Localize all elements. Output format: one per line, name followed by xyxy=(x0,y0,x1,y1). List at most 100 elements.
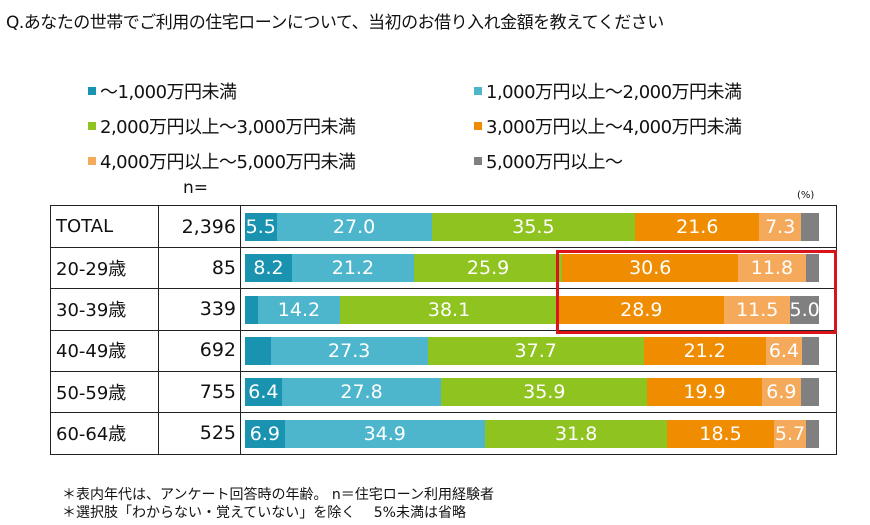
n-value: 692 xyxy=(159,329,241,371)
n-value: 85 xyxy=(159,247,241,289)
data-label: 11.5 xyxy=(736,298,779,321)
bar-segment: 6.4 xyxy=(245,378,282,407)
legend-label: 4,000万円以上～5,000万円未満 xyxy=(100,152,356,173)
data-label: 27.8 xyxy=(340,381,383,404)
legend-item: 5,000万円以上～ xyxy=(474,148,623,174)
bar-segment: 8.2 xyxy=(245,254,293,283)
data-label: 19.9 xyxy=(683,381,726,404)
bar-segment: 11.8 xyxy=(738,254,806,283)
bar-segment: 5.7 xyxy=(773,419,807,448)
category-label: 30-39歳 xyxy=(51,288,159,330)
stacked-bar: 14.2 38.1 28.9 11.5 5.0 xyxy=(245,295,819,324)
note-2: ＊選択肢「わからない・覚えていない」を除く 5%未満は省略 xyxy=(62,505,466,521)
bar-segment xyxy=(245,336,271,365)
chart-title: Q.あなたの世帯でご利用の住宅ローンについて、当初のお借り入れ金額を教えてくださ… xyxy=(6,13,664,33)
bar-segment: 11.5 xyxy=(724,295,791,324)
legend-swatch xyxy=(474,122,482,130)
stacked-bar: 8.2 21.2 25.9 30.6 11.8 xyxy=(245,254,819,283)
data-label: 5.0 xyxy=(790,298,819,321)
data-label: 5.7 xyxy=(774,422,806,445)
data-label: 30.6 xyxy=(629,257,672,280)
bar-segment: 19.9 xyxy=(647,378,762,407)
data-label: 27.0 xyxy=(332,216,376,238)
category-label: 40-49歳 xyxy=(51,329,159,371)
bar-segment: 37.7 xyxy=(427,336,644,365)
table-row: 60-64歳 525 6.9 34.9 31.8 18.5 5.7 xyxy=(51,412,836,454)
legend-label: 1,000万円以上～2,000万円未満 xyxy=(486,82,742,103)
bar-segment xyxy=(805,254,819,283)
data-label: 21.2 xyxy=(683,339,726,362)
n-value: 525 xyxy=(159,412,241,454)
data-label: 35.5 xyxy=(512,216,555,238)
bar-segment xyxy=(245,295,259,324)
bar-segment: 5.5 xyxy=(245,213,277,241)
data-label: 7.3 xyxy=(765,216,796,238)
data-label: 8.2 xyxy=(253,257,284,280)
legend-item: 1,000万円以上～2,000万円未満 xyxy=(474,78,742,104)
n-value: 2,396 xyxy=(159,206,241,247)
category-label: 50-59歳 xyxy=(51,371,159,413)
bar-segment: 6.4 xyxy=(765,336,803,365)
legend-swatch xyxy=(88,87,96,95)
category-label: 20-29歳 xyxy=(51,247,159,289)
stacked-bar: 5.5 27.0 35.5 21.6 7.3 xyxy=(245,213,819,241)
bar-segment xyxy=(801,213,819,241)
stacked-bar: 6.9 34.9 31.8 18.5 5.7 xyxy=(245,419,819,448)
bar-segment: 31.8 xyxy=(484,419,668,448)
stacked-bar: 6.4 27.8 35.9 19.9 6.9 xyxy=(245,378,819,407)
data-label: 21.2 xyxy=(331,257,375,280)
category-label: 60-64歳 xyxy=(51,412,159,454)
n-header: n= xyxy=(183,178,209,198)
bar-segment: 27.8 xyxy=(281,378,442,407)
bar-segment: 21.2 xyxy=(643,336,766,365)
bar-segment: 6.9 xyxy=(245,419,285,448)
data-label: 5.5 xyxy=(245,216,276,238)
data-label: 31.8 xyxy=(555,422,598,445)
data-label: 25.9 xyxy=(466,257,510,280)
note-1: ＊表内年代は、アンケート回答時の年齢。 n＝住宅ローン利用経験者 xyxy=(62,487,495,503)
data-label: 28.9 xyxy=(620,298,663,321)
legend-label: 3,000万円以上～4,000万円未満 xyxy=(486,117,742,138)
legend-label: ～1,000万円未満 xyxy=(100,82,237,103)
n-value: 339 xyxy=(159,288,241,330)
bar-segment xyxy=(806,419,819,448)
bar-segment: 5.0 xyxy=(790,295,819,324)
n-value: 755 xyxy=(159,371,241,413)
bar-segment: 7.3 xyxy=(759,213,802,241)
data-label: 38.1 xyxy=(427,298,471,321)
table-row: TOTAL 2,396 5.5 27.0 35.5 21.6 7.3 xyxy=(51,206,836,248)
table-row: 50-59歳 755 6.4 27.8 35.9 19.9 6.9 xyxy=(51,371,836,414)
bar-segment: 18.5 xyxy=(667,419,774,448)
chart-table: TOTAL 2,396 5.5 27.0 35.5 21.6 7.3 20-29歳 85 8.2 2… xyxy=(50,205,837,455)
legend-swatch xyxy=(474,157,482,165)
legend-label: 5,000万円以上～ xyxy=(486,152,623,173)
data-label: 37.7 xyxy=(514,339,557,362)
legend-item: ～1,000万円未満 xyxy=(88,78,237,104)
data-label: 27.3 xyxy=(328,339,371,362)
bar-segment: 6.9 xyxy=(761,378,802,407)
bar-segment xyxy=(802,336,819,365)
bar-segment: 38.1 xyxy=(339,295,559,324)
data-label: 6.4 xyxy=(248,381,279,404)
table-row: 40-49歳 692 27.3 37.7 21.2 6.4 xyxy=(51,329,836,372)
table-row: 20-29歳 85 8.2 21.2 25.9 30.6 11.8 xyxy=(51,247,836,290)
bar-segment: 27.0 xyxy=(276,213,432,241)
category-label: TOTAL xyxy=(51,206,159,247)
bar-segment: 21.6 xyxy=(635,213,760,241)
data-label: 34.9 xyxy=(363,422,406,445)
data-label: 6.4 xyxy=(768,339,800,362)
data-label: 6.9 xyxy=(249,422,280,445)
stacked-bar: 27.3 37.7 21.2 6.4 xyxy=(245,336,819,365)
data-label: 11.8 xyxy=(750,257,794,280)
bar-segment: 28.9 xyxy=(558,295,725,324)
legend-item: 4,000万円以上～5,000万円未満 xyxy=(88,148,356,174)
data-label: 14.2 xyxy=(277,298,321,321)
data-label: 21.6 xyxy=(676,216,719,238)
legend-item: 3,000万円以上～4,000万円未満 xyxy=(474,113,742,139)
bar-segment: 14.2 xyxy=(258,295,340,324)
legend-swatch xyxy=(88,122,96,130)
bar-segment: 27.3 xyxy=(270,336,428,365)
data-label: 6.9 xyxy=(766,381,797,404)
bar-segment: 35.5 xyxy=(431,213,636,241)
bar-segment: 21.2 xyxy=(292,254,414,283)
